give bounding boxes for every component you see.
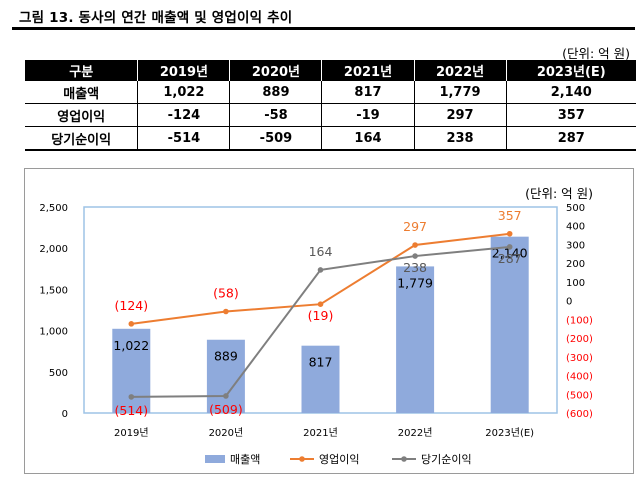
y-right-tick-label: 400 xyxy=(566,222,585,233)
y-right-tick-label: 200 xyxy=(566,259,585,270)
bar-data-label: 2,140 xyxy=(492,246,528,261)
series-point xyxy=(506,244,513,250)
table-cell: -124 xyxy=(137,103,230,127)
table-cell: -514 xyxy=(137,126,230,151)
table-cell: -58 xyxy=(229,103,322,127)
series-point xyxy=(317,301,324,307)
table-cell: 889 xyxy=(229,81,322,104)
table-row: 매출액 1,022 889 817 1,779 2,140 xyxy=(25,81,636,104)
series-point xyxy=(128,321,135,327)
bar-data-label: 817 xyxy=(309,355,333,370)
figure-title: 그림 13. 동사의 연간 매출액 및 영업이익 추이 xyxy=(19,10,293,26)
series-point xyxy=(128,394,135,400)
bar-data-label: 1,022 xyxy=(113,338,149,353)
line-data-label: 238 xyxy=(403,260,427,275)
line-data-label: 287 xyxy=(498,251,522,266)
table-row: 영업이익 -124 -58 -19 297 357 xyxy=(25,103,636,127)
y-right-tick-label: (300) xyxy=(566,353,593,364)
x-tick-label: 2022년 xyxy=(398,427,433,439)
legend-swatch xyxy=(299,456,305,462)
financial-table: 구분 2019년 2020년 2021년 2022년 2023년(E) 매출액 … xyxy=(25,60,636,151)
table-cell: 2,140 xyxy=(505,81,636,104)
legend-swatch xyxy=(205,455,225,463)
chart-unit-label: (단위: 억 원) xyxy=(525,186,593,201)
legend-swatch xyxy=(401,456,407,462)
table-cell: 357 xyxy=(505,103,636,127)
header-cell: 2023년(E) xyxy=(505,60,636,81)
y-right-tick-label: (400) xyxy=(566,372,593,383)
x-tick-label: 2020년 xyxy=(209,427,244,439)
bar xyxy=(490,236,529,413)
y-left-tick-label: 1,500 xyxy=(39,285,68,296)
line-data-label: (58) xyxy=(213,285,239,300)
table-cell: 238 xyxy=(413,126,507,151)
bar xyxy=(206,339,245,413)
table-header-row: 구분 2019년 2020년 2021년 2022년 2023년(E) xyxy=(25,60,636,81)
y-right-tick-label: (500) xyxy=(566,390,593,401)
bar xyxy=(301,345,340,413)
table-cell: 1,779 xyxy=(413,81,507,104)
legend-label: 영업이익 xyxy=(319,453,359,466)
bar-data-label: 889 xyxy=(214,349,238,364)
table-cell: 287 xyxy=(505,126,636,151)
line-data-label: 164 xyxy=(309,244,333,259)
line-data-label: 357 xyxy=(498,208,522,223)
table-cell: 1,022 xyxy=(137,81,230,104)
series-point xyxy=(223,393,229,399)
table-row: 당기순이익 -514 -509 164 238 287 xyxy=(25,126,636,151)
line-data-label: (124) xyxy=(114,298,148,313)
table-cell: -509 xyxy=(229,126,322,151)
title-divider xyxy=(12,27,635,30)
line-data-label: (19) xyxy=(308,308,334,323)
table-cell: -19 xyxy=(321,103,414,127)
series-point xyxy=(412,242,418,248)
header-cell: 2020년 xyxy=(229,60,322,81)
row-label: 당기순이익 xyxy=(25,126,138,151)
header-cell: 2022년 xyxy=(413,60,507,81)
y-right-tick-label: (200) xyxy=(566,334,593,345)
y-right-tick-label: 0 xyxy=(566,297,572,308)
series-point xyxy=(223,308,229,315)
line-data-label: (514) xyxy=(114,403,148,418)
series-point xyxy=(412,253,418,259)
header-cell: 2021년 xyxy=(321,60,414,81)
chart-frame xyxy=(24,168,634,474)
y-left-tick-label: 2,000 xyxy=(39,244,68,255)
y-left-tick-label: 0 xyxy=(62,409,68,420)
row-label: 영업이익 xyxy=(25,103,138,127)
y-left-tick-label: 2,500 xyxy=(39,203,68,214)
table-cell: 297 xyxy=(413,103,507,127)
y-left-tick-label: 500 xyxy=(49,368,68,379)
y-right-tick-label: 500 xyxy=(566,203,585,214)
bar-data-label: 1,779 xyxy=(397,275,433,290)
header-cell: 구분 xyxy=(25,60,138,81)
line-data-label: (509) xyxy=(209,402,243,417)
line-data-label: 297 xyxy=(403,219,427,234)
x-tick-label: 2019년 xyxy=(114,427,149,439)
row-label: 매출액 xyxy=(25,81,138,104)
legend-label: 당기순이익 xyxy=(421,453,472,466)
x-tick-label: 2021년 xyxy=(303,427,338,439)
series-point xyxy=(317,267,324,273)
legend-label: 매출액 xyxy=(230,453,260,466)
y-right-tick-label: 100 xyxy=(566,278,585,289)
table-cell: 164 xyxy=(321,126,414,151)
x-tick-label: 2023년(E) xyxy=(485,427,534,439)
table-cell: 817 xyxy=(321,81,414,104)
y-left-tick-label: 1,000 xyxy=(39,327,68,338)
y-right-tick-label: 300 xyxy=(566,240,585,251)
table-unit-label: (단위: 억 원) xyxy=(562,46,630,61)
y-right-tick-label: (100) xyxy=(566,315,593,326)
y-right-tick-label: (600) xyxy=(566,409,593,420)
header-cell: 2019년 xyxy=(137,60,230,81)
series-point xyxy=(506,230,513,237)
bar xyxy=(396,266,435,413)
